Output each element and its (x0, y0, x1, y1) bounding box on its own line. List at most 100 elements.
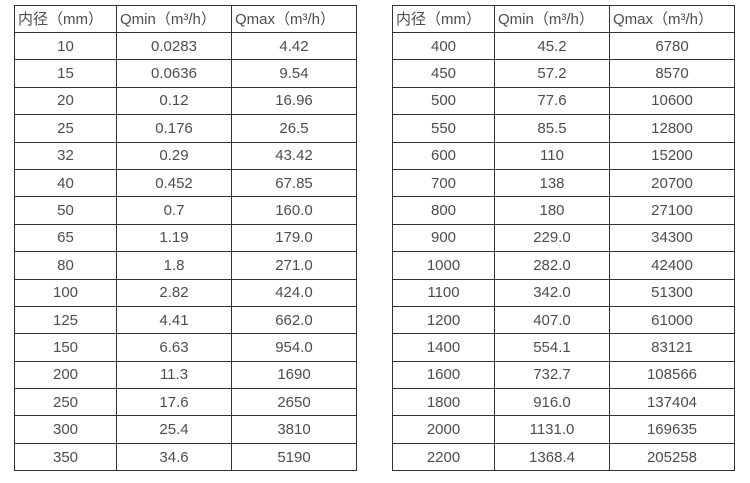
table-cell: 954.0 (231, 333, 357, 362)
table-cell: 1000 (392, 251, 495, 280)
table-cell: 42400 (609, 251, 735, 280)
table-cell: 125 (14, 305, 117, 335)
table-cell: 5190 (231, 442, 357, 472)
table-row: 80 1.8 271.0 (14, 251, 357, 280)
table-row: 400 45.2 6780 (392, 31, 735, 61)
table-cell: 282.0 (494, 251, 610, 280)
table-cell: 85.5 (494, 114, 610, 143)
table-cell: 0.12 (116, 86, 232, 116)
table-cell: 8570 (609, 59, 735, 88)
table-cell: 32 (14, 141, 117, 170)
table-cell: 2.82 (116, 278, 232, 307)
table-cell: 25 (14, 114, 117, 143)
table-cell: 1200 (392, 305, 495, 335)
table-cell: 1.19 (116, 223, 232, 253)
table-cell: 43.42 (231, 141, 357, 170)
table-row: 1800 916.0 137404 (392, 388, 735, 417)
table-row: 2200 1368.4 205258 (392, 442, 735, 472)
table-cell: 700 (392, 168, 495, 198)
table-cell: 500 (392, 86, 495, 116)
table-cell: 34.6 (116, 442, 232, 472)
table-cell: 180 (494, 196, 610, 225)
table-row: 450 57.2 8570 (392, 59, 735, 88)
table-cell: 450 (392, 59, 495, 88)
table-cell: 0.176 (116, 114, 232, 143)
table-cell: 15200 (609, 141, 735, 170)
table-cell: 800 (392, 196, 495, 225)
table-row: 250 17.6 2650 (14, 388, 357, 417)
table-cell: 45.2 (494, 31, 610, 61)
table-cell: 1131.0 (494, 415, 610, 444)
table-cell: 732.7 (494, 360, 610, 390)
table-row: 125 4.41 662.0 (14, 305, 357, 335)
table-cell: 0.452 (116, 168, 232, 198)
table-cell: 350 (14, 442, 117, 472)
table-cell: 138 (494, 168, 610, 198)
table-cell: 40 (14, 168, 117, 198)
table-cell: 1600 (392, 360, 495, 390)
table-cell: 6780 (609, 31, 735, 61)
table-row: 600 110 15200 (392, 141, 735, 170)
table-cell: 27100 (609, 196, 735, 225)
table-cell: 100 (14, 278, 117, 307)
table-cell: 300 (14, 415, 117, 444)
table-row: 2000 1131.0 169635 (392, 415, 735, 444)
table-cell: 67.85 (231, 168, 357, 198)
table-row: 500 77.6 10600 (392, 86, 735, 116)
table-cell: 34300 (609, 223, 735, 253)
table-cell: 229.0 (494, 223, 610, 253)
column-header: Qmax（m³/h） (609, 5, 735, 33)
table-row: 20 0.12 16.96 (14, 86, 357, 116)
column-header: 内径（mm） (14, 5, 117, 33)
table-cell: 0.29 (116, 141, 232, 170)
table-cell: 10 (14, 31, 117, 61)
header-row: 内径（mm） Qmin（m³/h） Qmax（m³/h） (14, 5, 357, 33)
table-cell: 271.0 (231, 251, 357, 280)
table-row: 1000 282.0 42400 (392, 251, 735, 280)
table-cell: 15 (14, 59, 117, 88)
table-cell: 1400 (392, 333, 495, 362)
table-row: 900 229.0 34300 (392, 223, 735, 253)
table-cell: 4.42 (231, 31, 357, 61)
column-header: Qmax（m³/h） (231, 5, 357, 33)
table-cell: 2650 (231, 388, 357, 417)
table-cell: 20700 (609, 168, 735, 198)
table-row: 32 0.29 43.42 (14, 141, 357, 170)
table-cell: 900 (392, 223, 495, 253)
table-cell: 160.0 (231, 196, 357, 225)
table-cell: 554.1 (494, 333, 610, 362)
table-cell: 10600 (609, 86, 735, 116)
table-cell: 110 (494, 141, 610, 170)
flow-table-right: 内径（mm） Qmin（m³/h） Qmax（m³/h） 400 45.2 6780 450… (392, 5, 735, 472)
table-cell: 0.0283 (116, 31, 232, 61)
table-row: 350 34.6 5190 (14, 442, 357, 472)
table-cell: 424.0 (231, 278, 357, 307)
table-row: 1100 342.0 51300 (392, 278, 735, 307)
column-header: Qmin（m³/h） (494, 5, 610, 33)
table-row: 1400 554.1 83121 (392, 333, 735, 362)
table-cell: 0.0636 (116, 59, 232, 88)
table-cell: 150 (14, 333, 117, 362)
table-cell: 11.3 (116, 360, 232, 390)
header-row: 内径（mm） Qmin（m³/h） Qmax（m³/h） (392, 5, 735, 33)
column-header: 内径（mm） (392, 5, 495, 33)
table-row: 10 0.0283 4.42 (14, 31, 357, 61)
table-cell: 77.6 (494, 86, 610, 116)
table-row: 700 138 20700 (392, 168, 735, 198)
table-cell: 407.0 (494, 305, 610, 335)
table-cell: 3810 (231, 415, 357, 444)
table-cell: 342.0 (494, 278, 610, 307)
table-cell: 0.7 (116, 196, 232, 225)
table-cell: 25.4 (116, 415, 232, 444)
table-cell: 50 (14, 196, 117, 225)
table-cell: 83121 (609, 333, 735, 362)
table-row: 40 0.452 67.85 (14, 168, 357, 198)
table-cell: 65 (14, 223, 117, 253)
table-cell: 2000 (392, 415, 495, 444)
table-cell: 61000 (609, 305, 735, 335)
table-row: 50 0.7 160.0 (14, 196, 357, 225)
table-cell: 6.63 (116, 333, 232, 362)
table-row: 100 2.82 424.0 (14, 278, 357, 307)
table-cell: 205258 (609, 442, 735, 472)
